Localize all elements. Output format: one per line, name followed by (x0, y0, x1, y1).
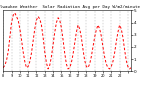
Title: Milwaukee Weather  Solar Radiation Avg per Day W/m2/minute: Milwaukee Weather Solar Radiation Avg pe… (0, 5, 140, 9)
